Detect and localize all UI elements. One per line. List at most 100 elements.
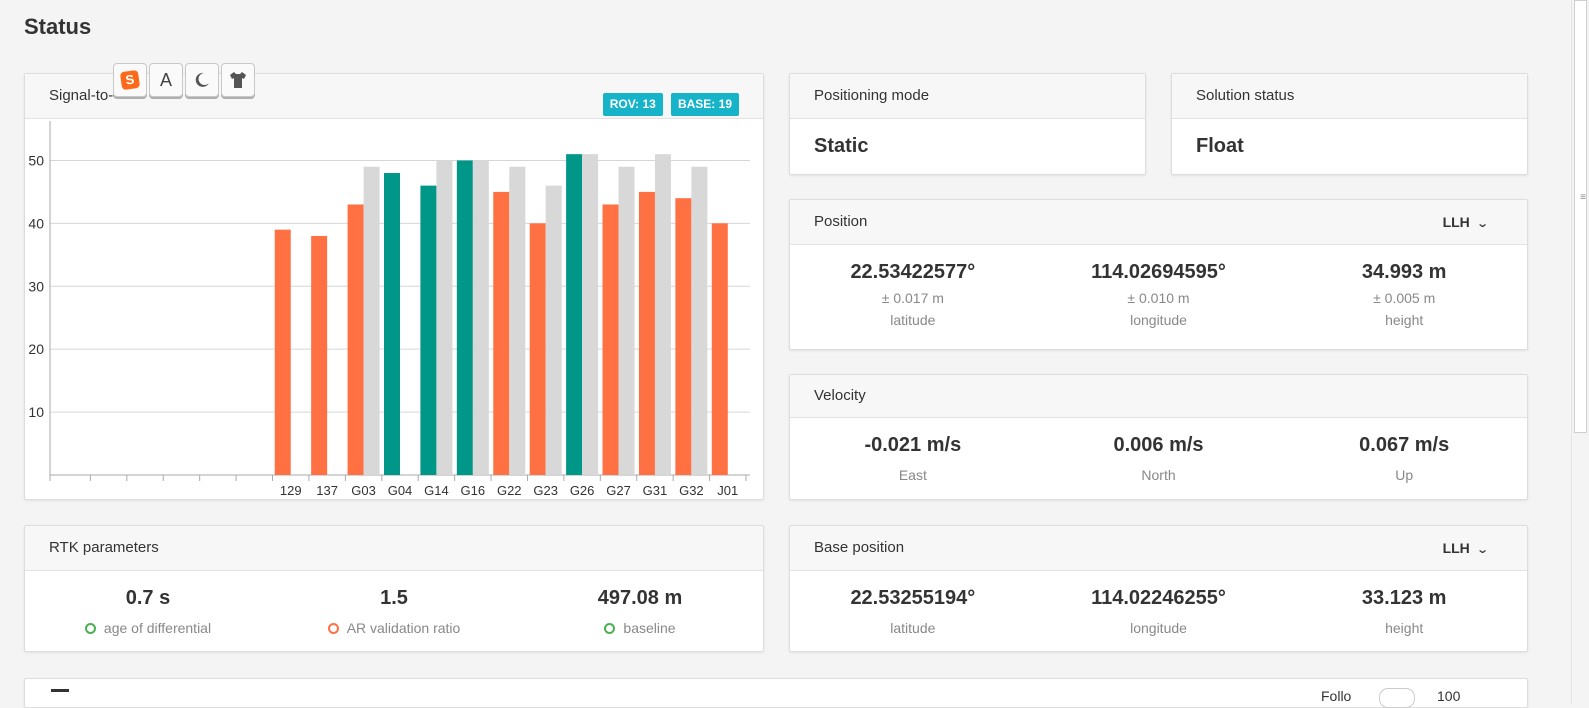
- base-satellites-badge: BASE: 19: [670, 93, 739, 116]
- velocity-up: 0.067 m/s Up: [1281, 434, 1527, 483]
- rtk-values: 0.7 s age of differential 1.5 AR validat…: [25, 571, 763, 636]
- rover-snr-bar: [420, 185, 437, 476]
- chevron-down-icon: ⌄: [1475, 544, 1489, 556]
- follow-toggle[interactable]: [1379, 688, 1415, 708]
- menu-icon[interactable]: [51, 689, 69, 692]
- base-latitude-label: latitude: [890, 620, 936, 636]
- scrollbar-thumb[interactable]: [1574, 0, 1587, 433]
- north-value: 0.006 m/s: [1113, 434, 1204, 456]
- age-value: 0.7 s: [125, 587, 171, 609]
- follow-value: 100: [1437, 688, 1461, 704]
- rtk-age-of-differential: 0.7 s age of differential: [25, 587, 271, 636]
- base-snr-bar: [691, 166, 708, 475]
- status-ok-icon: [604, 622, 616, 634]
- rtk-ar-validation-ratio: 1.5 AR validation ratio: [271, 587, 517, 636]
- base-snr-bar: [436, 160, 453, 476]
- base-position-values: 22.53255194° latitude 114.02246255° long…: [790, 571, 1527, 636]
- position-values: 22.53422577° ± 0.017 m latitude 114.0269…: [790, 245, 1527, 328]
- position-height: 34.993 m ± 0.005 m height: [1281, 261, 1527, 328]
- position-card: Position LLH ⌄ 22.53422577° ± 0.017 m lat…: [789, 199, 1528, 350]
- snr-card: Signal-to- ROV: 13 BASE: 19 10 20 30 40 50 12…: [24, 73, 764, 500]
- rover-snr-bar: [274, 229, 291, 475]
- rover-snr-bar: [347, 204, 364, 475]
- status-ok-icon: [84, 622, 96, 634]
- x-tick-label: G04: [388, 483, 413, 498]
- latitude-label: latitude: [890, 312, 936, 328]
- badge-group: ROV: 13 BASE: 19: [599, 82, 739, 126]
- base-latitude: 22.53255194° latitude: [790, 587, 1036, 636]
- x-tick-label: G31: [643, 483, 668, 498]
- base-longitude-label: longitude: [1130, 620, 1187, 636]
- position-format-select[interactable]: LLH ⌄: [1443, 200, 1489, 246]
- east-label: East: [898, 467, 927, 483]
- base-snr-bar: [509, 166, 526, 475]
- velocity-header: Velocity: [790, 375, 1527, 418]
- base-height-value: 33.123 m: [1361, 587, 1447, 609]
- follow-label: Follo: [1321, 688, 1352, 704]
- x-tick-label: J01: [717, 483, 738, 498]
- solution-status-card: Solution status Float: [1171, 73, 1528, 175]
- rover-snr-bar: [529, 223, 546, 475]
- position-title: Position: [814, 213, 868, 230]
- bottom-card: Follo 100: [24, 678, 1528, 708]
- base-snr-bar: [472, 160, 489, 476]
- latitude-accuracy: ± 0.017 m: [881, 290, 944, 306]
- velocity-card: Velocity -0.021 m/s East 0.006 m/s North…: [789, 374, 1528, 500]
- base-snr-bar: [618, 166, 635, 475]
- rtk-baseline: 497.08 m baseline: [517, 587, 763, 636]
- position-longitude: 114.02694595° ± 0.010 m longitude: [1036, 261, 1282, 328]
- rover-snr-bar: [675, 198, 692, 475]
- base-snr-bar: [363, 166, 380, 475]
- age-label: age of differential: [103, 620, 212, 636]
- chevron-down-icon: ⌄: [1475, 218, 1489, 230]
- rover-snr-bar: [311, 235, 328, 475]
- x-tick-label: G16: [461, 483, 486, 498]
- x-tick-label: G03: [351, 483, 376, 498]
- longitude-label: longitude: [1130, 312, 1187, 328]
- base-longitude: 114.02246255° longitude: [1036, 587, 1282, 636]
- scrollbar-grip-icon: ≡: [1580, 192, 1586, 203]
- snr-bar-chart: 10 20 30 40 50 129 137 G03 G04 G14 G16 G22 G23 G26 G27…: [28, 121, 750, 498]
- positioning-mode-header: Positioning mode: [790, 74, 1145, 119]
- longitude-value: 114.02694595°: [1091, 261, 1226, 283]
- height-accuracy: ± 0.005 m: [1373, 290, 1436, 306]
- ar-ratio-value: 1.5: [380, 587, 408, 609]
- base-position-format-select[interactable]: LLH ⌄: [1443, 526, 1489, 572]
- rover-snr-bar: [456, 160, 473, 476]
- velocity-east: -0.021 m/s East: [790, 434, 1036, 483]
- positioning-mode-card: Positioning mode Static: [789, 73, 1146, 175]
- rover-snr-bar: [384, 173, 400, 475]
- rover-snr-bar: [638, 191, 655, 475]
- snr-card-title: Signal-to-: [49, 87, 114, 104]
- moon-icon[interactable]: [185, 63, 219, 97]
- y-tick-label: 10: [28, 404, 44, 420]
- y-tick-label: 50: [28, 152, 44, 168]
- base-snr-bar: [654, 154, 671, 475]
- base-snr-bar: [545, 185, 562, 476]
- x-tick-label: G32: [679, 483, 704, 498]
- shirt-icon[interactable]: [221, 63, 255, 97]
- ar-ratio-label: AR validation ratio: [346, 620, 461, 636]
- x-tick-label: G14: [424, 483, 449, 498]
- y-tick-label: 20: [28, 341, 44, 357]
- page-scrollbar[interactable]: ≡: [1571, 0, 1589, 703]
- position-header: Position LLH ⌄: [790, 200, 1527, 245]
- rover-satellites-badge: ROV: 13: [602, 93, 663, 116]
- rover-snr-bar: [566, 154, 583, 475]
- x-tick-label: 129: [280, 483, 302, 498]
- up-value: 0.067 m/s: [1359, 434, 1450, 456]
- base-height: 33.123 m height: [1281, 587, 1527, 636]
- positioning-mode-value: Static: [814, 135, 869, 157]
- x-tick-label: G26: [570, 483, 595, 498]
- longitude-accuracy: ± 0.010 m: [1127, 290, 1190, 306]
- sogou-s-icon[interactable]: S: [113, 63, 147, 97]
- height-value: 34.993 m: [1361, 261, 1447, 283]
- font-a-icon[interactable]: A: [149, 63, 183, 97]
- base-position-title: Base position: [814, 539, 905, 556]
- x-tick-label: G23: [533, 483, 558, 498]
- x-tick-label: 137: [316, 483, 338, 498]
- baseline-value: 497.08 m: [597, 587, 683, 609]
- base-longitude-value: 114.02246255°: [1091, 587, 1226, 609]
- rover-snr-bar: [493, 191, 510, 475]
- snr-card-header: Signal-to- ROV: 13 BASE: 19: [25, 74, 763, 119]
